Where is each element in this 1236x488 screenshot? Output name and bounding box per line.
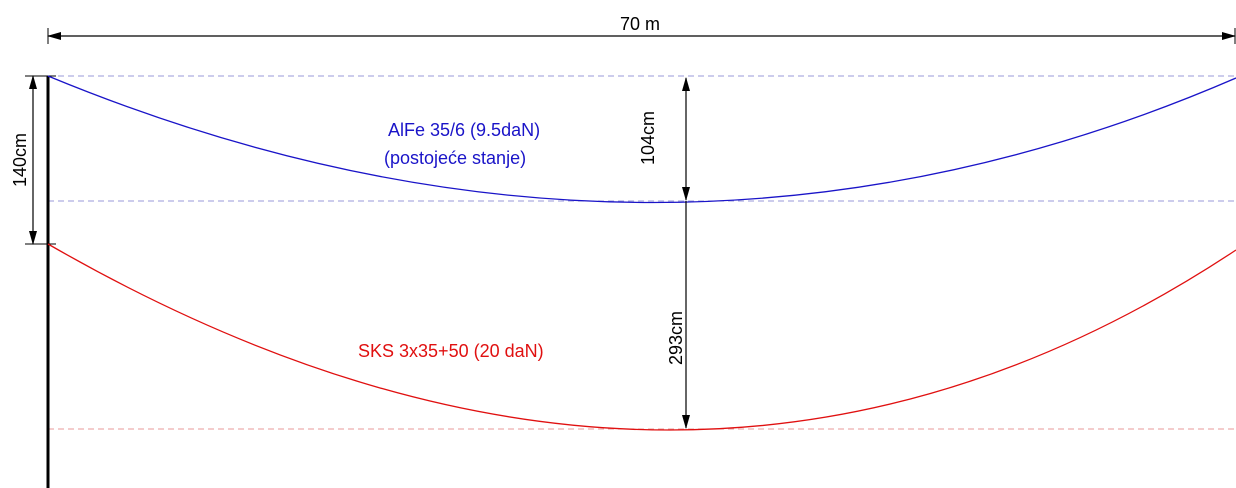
conductor-alfe-note: (postojeće stanje): [384, 148, 526, 168]
sag-upper-label: 104cm: [638, 111, 658, 165]
conductor-alfe-label: AlFe 35/6 (9.5daN): [388, 120, 540, 140]
conductor-sks: [47, 243, 1236, 431]
pole-offset-label: 140cm: [10, 133, 30, 187]
sag-lower-label: 293cm: [666, 311, 686, 365]
conductor-sks-label: SKS 3x35+50 (20 daN): [358, 341, 544, 361]
span-label: 70 m: [620, 14, 660, 34]
conductor-alfe: [47, 75, 1236, 204]
